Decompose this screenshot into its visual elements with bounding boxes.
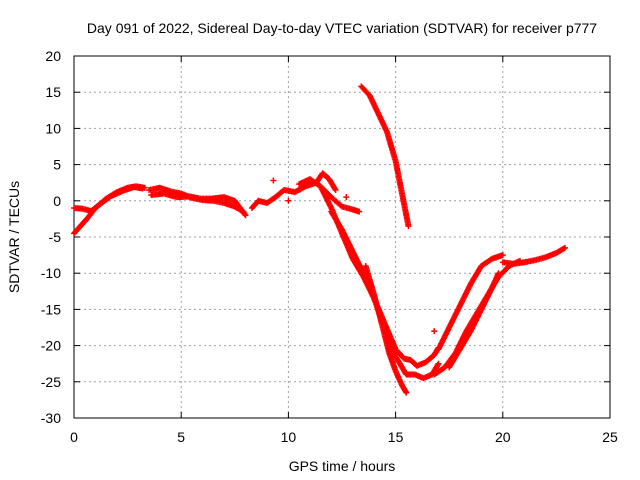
x-tick-label: 5 <box>177 429 185 445</box>
series-arc-14 <box>499 244 568 267</box>
y-tick-label: -5 <box>49 229 62 245</box>
series-arc-13 <box>446 270 502 371</box>
y-tick-label: 20 <box>45 48 61 64</box>
data-point <box>343 194 350 201</box>
series-isolated <box>270 177 438 335</box>
data-point <box>561 244 568 251</box>
y-tick-label: -25 <box>41 374 61 390</box>
data-point <box>332 186 339 193</box>
data-point <box>285 197 292 204</box>
chart-title: Day 091 of 2022, Sidereal Day-to-day VTE… <box>87 20 597 36</box>
y-tick-label: 10 <box>45 120 61 136</box>
x-tick-label: 20 <box>495 429 511 445</box>
series-arc-12 <box>435 252 506 353</box>
x-axis-label: GPS time / hours <box>289 458 396 474</box>
axis-ticks: 0 5 10 15 20 25 -30 -25 -20 -15 -10 -5 0 5 10 15 20 <box>41 48 618 445</box>
series-arc-2 <box>71 184 146 214</box>
x-tick-label: 25 <box>602 429 618 445</box>
data-point <box>403 389 410 396</box>
data-point <box>270 177 277 184</box>
series-arc-10 <box>358 83 412 230</box>
data-point <box>356 208 363 215</box>
y-tick-label: 15 <box>45 84 61 100</box>
data-point <box>139 185 146 192</box>
data-point <box>495 270 502 277</box>
data-point <box>431 328 438 335</box>
data-point <box>242 212 249 219</box>
y-axis-label: SDTVAR / TECUs <box>6 181 22 293</box>
grid-lines <box>74 56 610 418</box>
series-arc-9 <box>362 262 410 396</box>
y-tick-label: -15 <box>41 301 61 317</box>
data-point <box>435 360 442 367</box>
data-point <box>499 252 506 259</box>
x-tick-label: 15 <box>388 429 404 445</box>
y-tick-label: -10 <box>41 265 61 281</box>
series-arc-8 <box>328 208 442 382</box>
data-point <box>405 223 412 230</box>
x-tick-label: 10 <box>281 429 297 445</box>
y-tick-label: 0 <box>53 193 61 209</box>
series-arc-4 <box>148 190 249 219</box>
x-tick-label: 0 <box>70 429 78 445</box>
series-arc-5 <box>248 170 339 212</box>
data-points <box>71 83 568 396</box>
y-tick-label: -20 <box>41 338 61 354</box>
series-arc-7 <box>317 183 442 369</box>
y-tick-label: -30 <box>41 410 61 426</box>
data-point <box>241 211 248 218</box>
y-tick-label: 5 <box>53 157 61 173</box>
